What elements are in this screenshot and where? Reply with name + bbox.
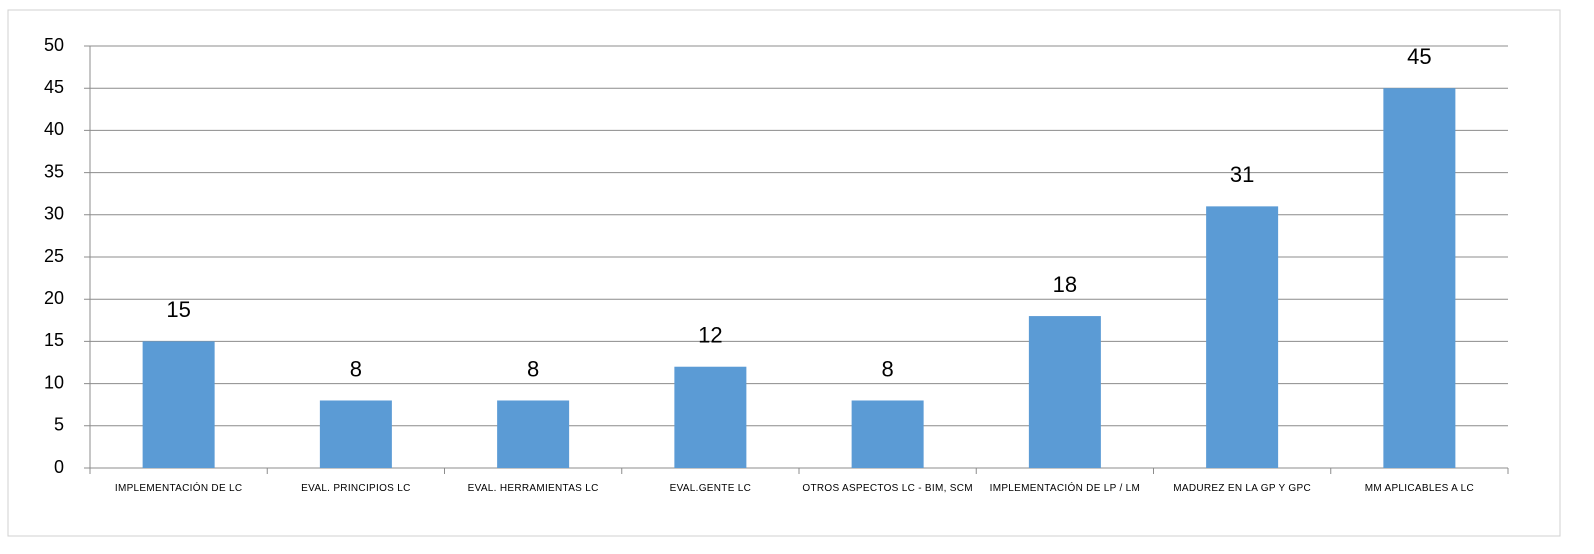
data-label: 18 [1053,272,1077,297]
y-tick-label: 15 [44,330,64,350]
x-tick-label: OTROS ASPECTOS LC - BIM, SCM [802,483,972,494]
x-tick-label: EVAL.GENTE LC [670,483,752,494]
bar [674,366,747,468]
x-tick-label: EVAL. HERRAMIENTAS LC [468,483,599,494]
chart-frame [7,9,1561,537]
y-tick-label: 20 [44,288,64,308]
y-tick-label: 35 [44,161,64,181]
x-tick-label: MADUREZ EN LA GP Y GPC [1173,483,1311,494]
y-tick-label: 0 [54,457,64,477]
x-tick-label: IMPLEMENTACIÓN DE LC [115,481,243,494]
data-label: 15 [166,297,190,322]
y-tick-label: 5 [54,415,64,435]
bar [1206,206,1279,469]
data-label: 8 [527,356,539,381]
data-label: 31 [1230,162,1254,187]
x-tick-label: MM APLICABLES A LC [1365,483,1474,494]
bar [497,400,570,468]
bar [142,341,215,468]
data-label: 8 [350,356,362,381]
y-tick-label: 45 [44,77,64,97]
x-tick-label: EVAL. PRINCIPIOS LC [301,483,410,494]
y-tick-label: 25 [44,246,64,266]
x-tick-label: IMPLEMENTACIÓN DE LP / LM [990,481,1141,494]
y-tick-label: 50 [44,35,64,55]
y-tick-label: 30 [44,204,64,224]
y-tick-label: 40 [44,119,64,139]
data-label: 8 [882,356,894,381]
data-label: 45 [1407,44,1431,69]
y-tick-label: 10 [44,372,64,392]
bar [1028,316,1101,468]
bar [851,400,924,468]
data-label: 12 [698,323,722,348]
bar [1383,88,1456,468]
bar [319,400,392,468]
